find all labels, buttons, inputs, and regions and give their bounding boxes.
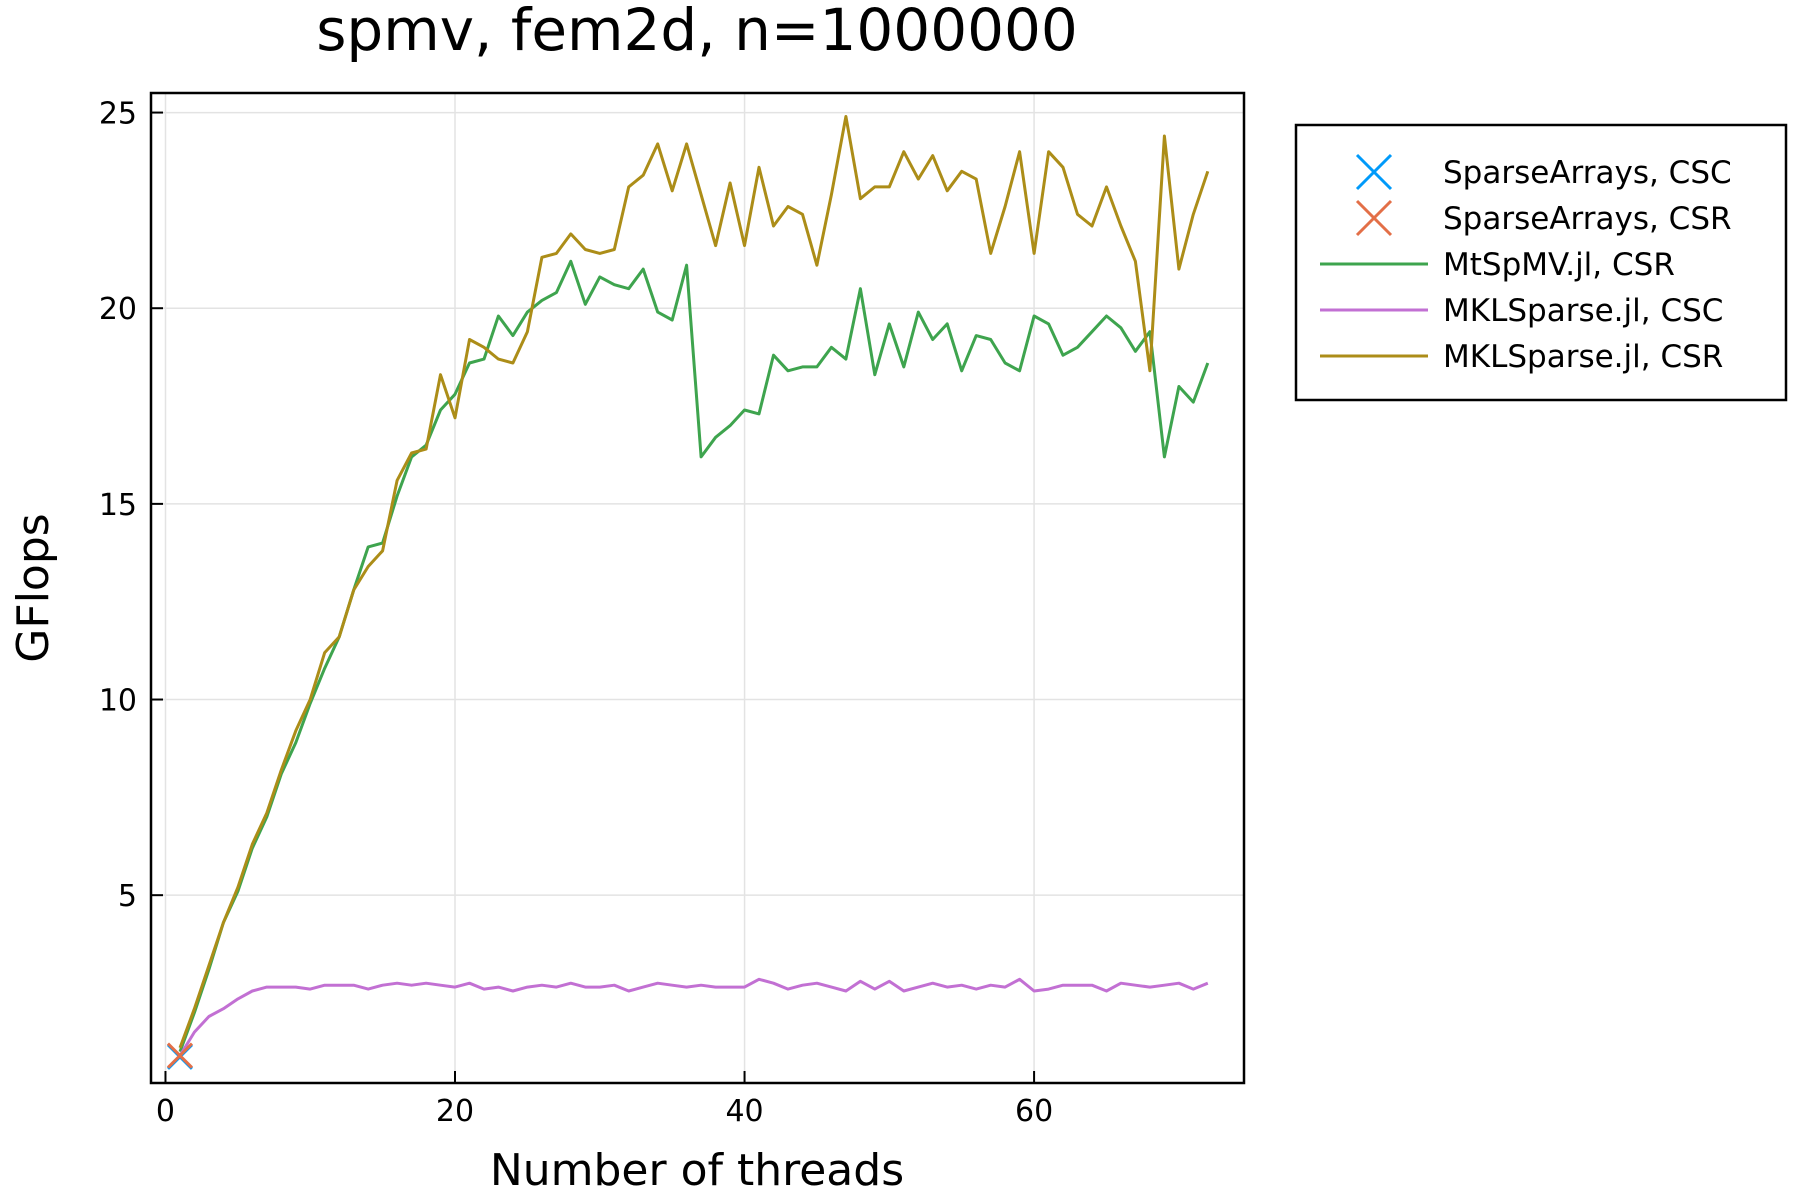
ticks: 0 20 40 60 5 10 15 20 25 [99, 97, 1053, 1129]
plot-frame [149, 91, 1246, 1085]
legend-label: SparseArrays, CSR [1443, 201, 1732, 237]
y-axis-label: GFlops [8, 513, 59, 662]
y-tick-label: 15 [99, 488, 137, 523]
y-tick-label: 10 [99, 684, 137, 719]
legend-label: SparseArrays, CSC [1443, 155, 1732, 191]
y-tick-label: 20 [99, 292, 137, 327]
x-tick-label: 60 [1015, 1094, 1053, 1129]
grid [151, 93, 1244, 1083]
x-axis-label: Number of threads [490, 1145, 904, 1196]
chart-title: spmv, fem2d, n=1000000 [316, 0, 1078, 64]
y-tick-label: 25 [99, 97, 137, 132]
series-marker [166, 1042, 194, 1069]
legend-marker [1355, 199, 1393, 237]
y-tick-label: 5 [118, 879, 137, 914]
series-line [178, 115, 1210, 1049]
legend-marker [1355, 153, 1393, 191]
legend-label: MtSpMV.jl, CSR [1443, 247, 1675, 283]
x-tick-label: 20 [436, 1094, 474, 1129]
series-line [178, 977, 1209, 1057]
x-tick-label: 0 [156, 1094, 175, 1129]
x-tick-label: 40 [725, 1094, 763, 1129]
legend-label: MKLSparse.jl, CSR [1443, 339, 1723, 375]
legend-label: MKLSparse.jl, CSC [1443, 293, 1723, 329]
legend: SparseArrays, CSC SparseArrays, CSR MtSpMV… [1294, 123, 1788, 402]
series-layer [166, 115, 1210, 1070]
